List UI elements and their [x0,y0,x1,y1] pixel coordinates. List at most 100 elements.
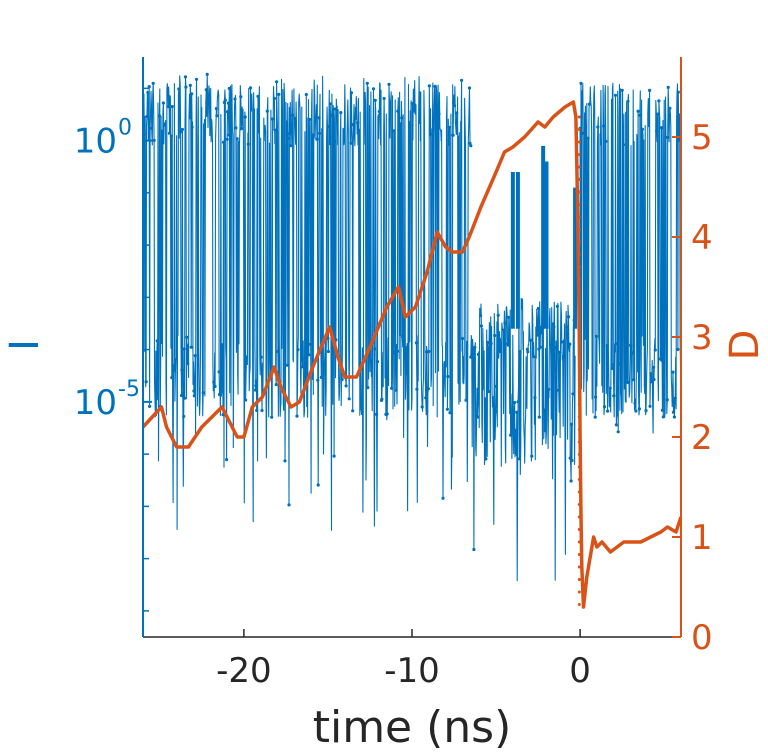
series-I-marker [476,352,480,356]
series-I-marker [316,378,320,382]
series-I-marker [653,348,657,352]
series-I-marker [204,88,208,92]
series-I-marker [394,388,398,392]
series-I-marker [420,405,424,409]
series-I-marker [283,459,287,463]
series-I-marker [239,95,243,99]
series-I-marker [225,458,229,462]
series-D-marker [577,265,581,269]
series-I-marker [448,411,452,415]
series-I-marker [177,87,181,91]
series-I-marker [147,85,151,89]
series-I-marker [633,401,637,405]
series-I-marker [652,365,656,369]
series-I-marker [547,387,551,391]
series-I-marker [537,415,541,419]
series-I-marker [317,116,321,120]
series-I-marker [472,547,476,552]
series-I-marker [276,349,280,354]
series-I-marker [227,86,231,91]
right-tick-label: 1 [691,518,713,558]
series-I-marker [570,458,574,463]
series-I-marker [316,483,320,487]
series-I-marker [586,136,590,140]
series-I-marker [602,405,607,409]
series-I-marker [240,126,244,130]
series-I-marker [293,116,297,121]
series-I-marker [192,389,196,393]
series-I-marker [493,333,497,338]
series-I-marker [170,376,174,380]
left-axis-label: I [2,339,48,351]
series-D-marker [577,365,581,369]
series-I-marker [424,396,428,400]
series-I-marker [190,125,194,129]
series-I-marker [193,354,197,358]
series-I-marker [626,99,630,103]
series-I-marker [475,415,480,419]
series-I-marker [568,342,572,346]
series-I-marker [391,350,395,354]
series-I-marker [625,380,630,384]
right-tick-label: 5 [691,118,713,158]
series-I-marker [183,75,188,79]
series-I-marker [608,386,612,390]
series-I-marker [426,387,430,391]
series-I-marker [380,397,384,401]
series-I-marker [265,109,269,113]
series-I-marker [171,363,176,367]
series-I-marker [496,313,500,317]
series-D-marker [577,240,581,244]
series-D-marker [577,528,581,531]
series-I-marker [151,81,155,85]
series-I-marker [333,107,337,111]
series-I-marker [660,343,664,347]
series-I-marker [648,88,652,92]
series-I-marker [387,82,391,86]
series-I-marker [655,129,659,133]
series-I-marker [479,324,483,328]
series-I-marker [532,355,536,359]
series-I-marker [640,127,645,131]
series-I-marker [271,117,275,121]
series-I-marker [392,129,396,133]
series-I-marker [181,392,185,396]
right-tick-label: 3 [691,318,713,358]
series-I-marker [248,86,253,90]
series-I-marker [507,315,511,319]
series-I-markers-1 [469,304,576,552]
series-I-marker [254,379,258,383]
series-I-marker [661,415,665,419]
x-tick-label: -20 [216,651,272,691]
series-I-marker [593,415,597,419]
series-I-marker [569,422,574,426]
series-I-marker [484,457,488,461]
series-I-marker [555,388,559,392]
series-I-marker [467,86,472,90]
series-I-marker [503,321,507,325]
series-I-marker [632,378,636,382]
series-I-marker [225,110,230,114]
series-I-marker [616,430,620,434]
series-I-marker [148,126,152,130]
series-I-marker [455,111,459,115]
series-I-marker [528,338,533,342]
series-I-marker [255,408,259,413]
series-I-marker [430,132,434,136]
series-I-marker [530,454,534,458]
series-I-marker [146,91,150,95]
series-D-marker [577,553,581,556]
series-D-marker [577,565,581,569]
series-I-marker [596,125,600,129]
series-I-marker [555,304,560,308]
series-I-marker [253,388,257,392]
series-D-drop-markers [577,115,581,606]
series-I-marker [339,111,343,115]
series-I-marker [620,88,624,92]
series-I-marker [185,335,189,339]
series-I-marker [347,397,351,401]
series-D-marker [577,190,581,194]
series-I-marker [469,144,473,148]
series-I-marker [509,433,513,437]
series-D-marker [577,115,581,119]
